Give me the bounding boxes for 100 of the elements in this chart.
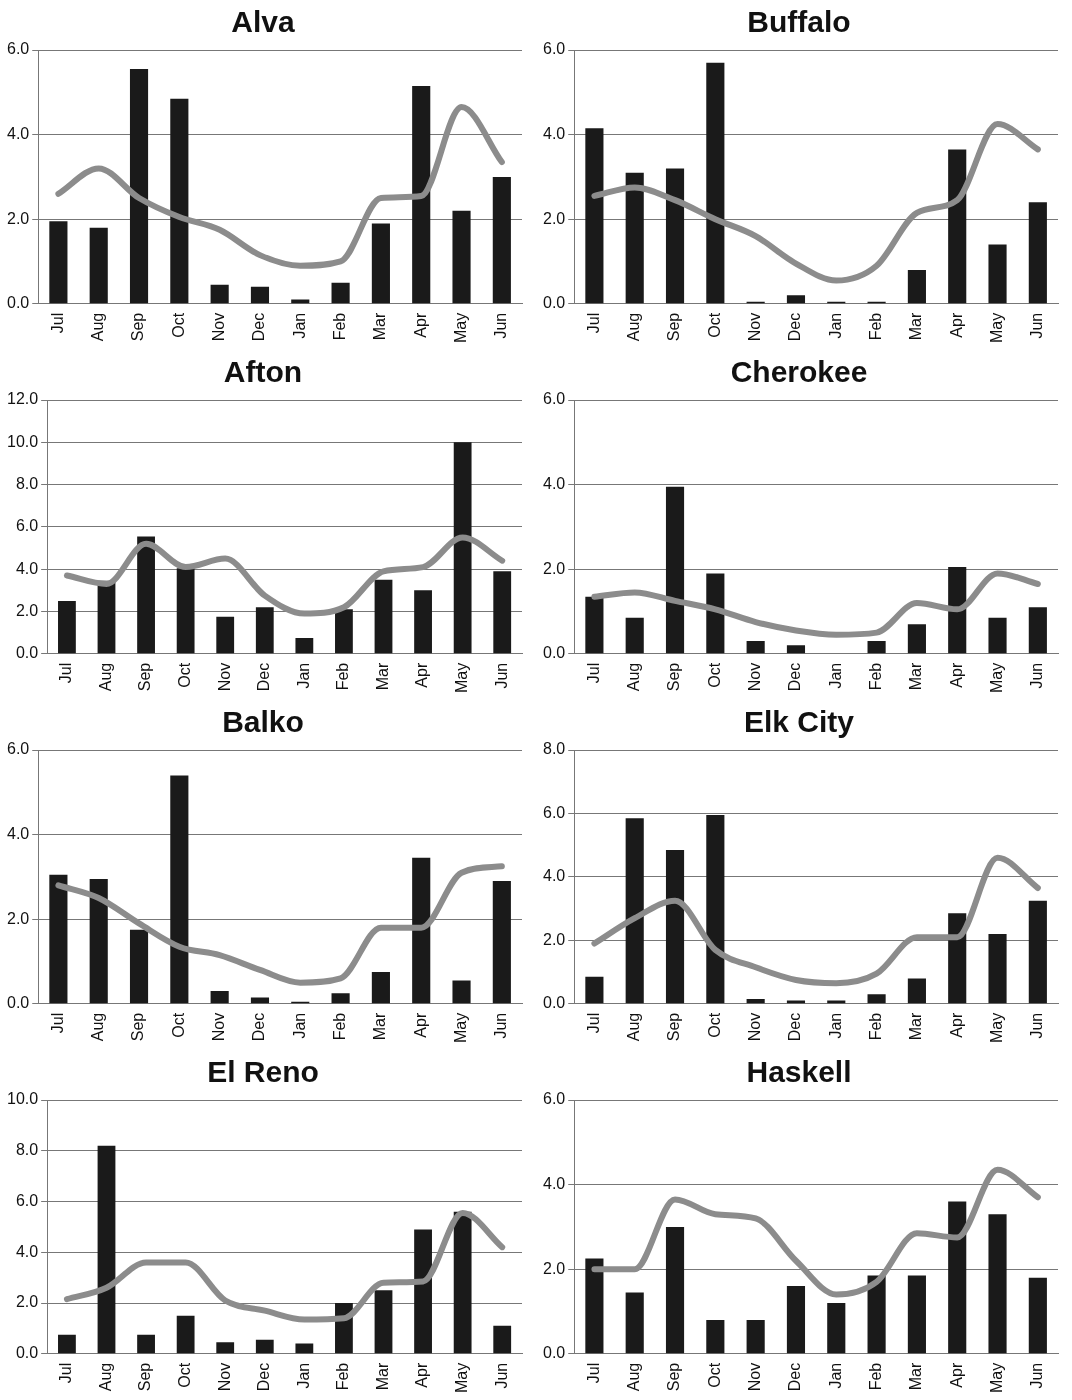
- bar: [250, 286, 270, 304]
- bar: [295, 637, 314, 654]
- x-tick-label: Oct: [705, 662, 723, 688]
- x-tick-label: Feb: [331, 1012, 348, 1041]
- x-tick-label: Nov: [210, 312, 228, 342]
- bar: [58, 600, 76, 654]
- bar: [948, 567, 967, 654]
- y-tick-label: 8.0: [15, 475, 39, 492]
- x-tick-label: Aug: [96, 662, 114, 692]
- y-tick-label: 10.0: [7, 1090, 39, 1108]
- x-tick-label: Aug: [625, 1012, 643, 1042]
- y-tick-label: 6.0: [542, 40, 566, 58]
- x-tick-label: Nov: [215, 662, 233, 692]
- x-tick-label: Apr: [411, 312, 429, 338]
- chart-title: Alva: [231, 5, 295, 39]
- bar: [374, 579, 393, 654]
- bar: [129, 69, 149, 304]
- bar: [1028, 202, 1047, 304]
- bar: [176, 1315, 195, 1354]
- bar: [49, 221, 68, 304]
- bar: [585, 596, 604, 654]
- x-tick-label: Oct: [705, 1012, 723, 1038]
- x-tick-label: Dec: [786, 312, 804, 342]
- bar: [452, 980, 471, 1004]
- y-tick-label: 4.0: [15, 559, 39, 577]
- x-tick-label: Feb: [334, 662, 352, 691]
- bar: [371, 223, 390, 304]
- bar: [255, 607, 274, 654]
- x-tick-label: Sep: [129, 1012, 147, 1042]
- bar: [786, 1286, 806, 1354]
- y-tick-label: 6.0: [542, 1090, 566, 1108]
- bar: [453, 442, 472, 654]
- bar: [331, 282, 350, 304]
- bar: [170, 775, 189, 1004]
- bar: [371, 972, 390, 1004]
- y-tick-label: 4.0: [542, 867, 566, 885]
- y-tick-label: 2.0: [542, 209, 566, 227]
- bar: [907, 624, 926, 654]
- x-tick-label: Apr: [947, 1362, 965, 1388]
- bar: [97, 1145, 116, 1354]
- bar: [948, 149, 967, 304]
- bar: [665, 168, 685, 304]
- bar: [58, 1334, 76, 1354]
- x-tick-label: Jul: [584, 1012, 602, 1034]
- x-tick-label: Dec: [255, 1362, 273, 1392]
- x-tick-label: Apr: [947, 1012, 965, 1038]
- x-tick-label: Dec: [250, 312, 268, 342]
- x-tick-label: Oct: [705, 1362, 723, 1388]
- x-tick-label: Sep: [665, 662, 683, 692]
- bar: [255, 1339, 274, 1354]
- bar: [907, 978, 926, 1004]
- y-tick-label: 8.0: [15, 1141, 39, 1159]
- bar: [706, 1319, 725, 1354]
- bar: [89, 879, 108, 1004]
- bar: [867, 641, 886, 654]
- x-tick-label: Aug: [96, 1362, 114, 1392]
- bar: [210, 991, 229, 1004]
- chart-title: Balko: [222, 705, 304, 739]
- bar: [625, 172, 644, 304]
- x-tick-label: Jun: [492, 1012, 510, 1039]
- y-tick-label: 4.0: [6, 125, 30, 142]
- x-tick-label: Sep: [136, 662, 154, 692]
- bar: [746, 999, 765, 1004]
- bar: [625, 818, 644, 1004]
- x-tick-label: Jun: [1028, 1362, 1046, 1389]
- x-tick-label: Aug: [89, 1012, 107, 1042]
- x-tick-label: Apr: [947, 312, 965, 338]
- bar: [250, 997, 270, 1004]
- x-tick-label: Jun: [492, 662, 510, 689]
- y-tick-label: 2.0: [6, 209, 30, 227]
- x-tick-label: Apr: [413, 662, 431, 688]
- bar: [374, 1290, 393, 1354]
- x-tick-label: Sep: [136, 1362, 154, 1392]
- y-tick-label: 0.0: [542, 1344, 566, 1362]
- x-tick-label: Dec: [786, 1012, 804, 1042]
- bar: [706, 573, 725, 654]
- x-tick-label: Jul: [57, 662, 75, 684]
- x-tick-label: Nov: [210, 1012, 228, 1042]
- bar: [786, 295, 806, 304]
- chart-title: El Reno: [207, 1055, 319, 1089]
- x-tick-label: Sep: [665, 312, 683, 342]
- x-tick-label: Mar: [373, 662, 391, 691]
- bar: [827, 1303, 846, 1354]
- x-tick-label: Mar: [907, 1012, 925, 1041]
- x-tick-label: Dec: [250, 1012, 268, 1042]
- x-tick-label: Feb: [334, 1362, 352, 1391]
- x-tick-label: Dec: [786, 1362, 804, 1392]
- y-tick-label: 6.0: [542, 803, 566, 821]
- bar: [988, 933, 1007, 1004]
- x-tick-label: Mar: [371, 1012, 389, 1041]
- y-tick-label: 10.0: [7, 432, 39, 450]
- bar: [1028, 1277, 1047, 1354]
- x-tick-label: Mar: [907, 312, 925, 341]
- y-tick-label: 2.0: [542, 559, 566, 577]
- x-tick-label: Oct: [169, 1012, 187, 1038]
- bar: [335, 609, 353, 654]
- bar: [210, 284, 229, 304]
- x-tick-label: Apr: [411, 1012, 429, 1038]
- y-tick-label: 2.0: [15, 1293, 39, 1311]
- x-tick-label: Jun: [492, 1362, 510, 1389]
